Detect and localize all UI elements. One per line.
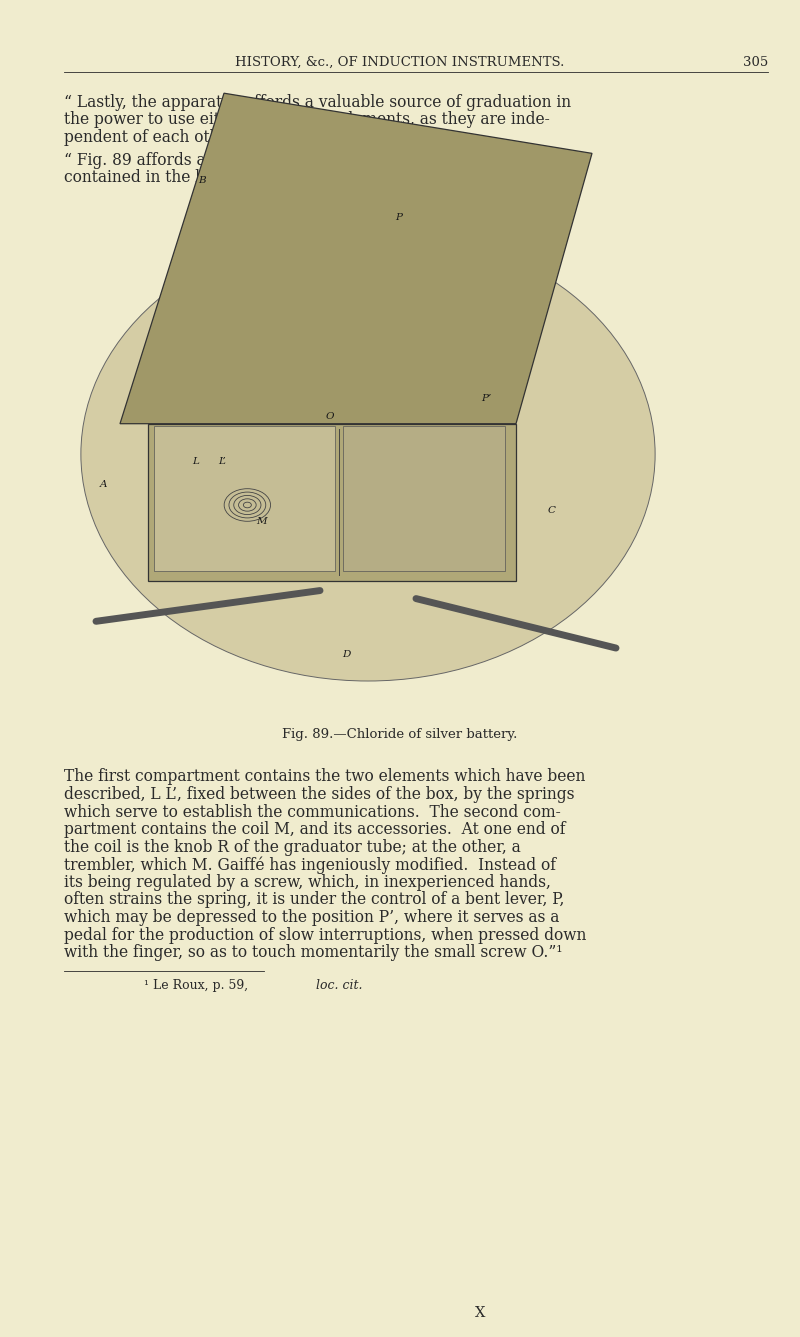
Text: “ Fig. 89 affords a general view of the apparatus; it is entirely: “ Fig. 89 affords a general view of the … [64, 151, 548, 168]
Text: X: X [475, 1306, 485, 1320]
Text: the power to use either one or two elements, as they are inde-: the power to use either one or two eleme… [64, 111, 550, 128]
Text: loc. cit.: loc. cit. [316, 980, 362, 992]
Text: L’: L’ [218, 457, 226, 467]
Text: pendent of each other.: pendent of each other. [64, 128, 239, 146]
Text: its being regulated by a screw, which, in inexperienced hands,: its being regulated by a screw, which, i… [64, 874, 551, 890]
Text: which serve to establish the communications.  The second com-: which serve to establish the communicati… [64, 804, 561, 821]
Text: P’: P’ [482, 394, 491, 402]
Text: trembler, which M. Gaiffé has ingeniously modified.  Instead of: trembler, which M. Gaiffé has ingeniousl… [64, 856, 556, 874]
Text: contained in the box A, B, C, D, which is divided into two parts.: contained in the box A, B, C, D, which i… [64, 170, 558, 186]
Text: D: D [342, 650, 351, 659]
Text: A: A [100, 480, 108, 489]
Text: M: M [257, 516, 267, 525]
Text: often strains the spring, it is under the control of a bent lever, P,: often strains the spring, it is under th… [64, 892, 564, 908]
Text: Fig. 89.—Chloride of silver battery.: Fig. 89.—Chloride of silver battery. [282, 729, 518, 741]
FancyBboxPatch shape [154, 425, 334, 571]
Text: the coil is the knob R of the graduator tube; at the other, a: the coil is the knob R of the graduator … [64, 838, 521, 856]
Ellipse shape [81, 227, 655, 681]
Text: “ Lastly, the apparatus affords a valuable source of graduation in: “ Lastly, the apparatus affords a valuab… [64, 94, 571, 111]
Text: L: L [193, 457, 199, 467]
Text: partment contains the coil M, and its accessories.  At one end of: partment contains the coil M, and its ac… [64, 821, 566, 838]
Text: HISTORY, &c., OF INDUCTION INSTRUMENTS.: HISTORY, &c., OF INDUCTION INSTRUMENTS. [235, 56, 565, 70]
Text: The first compartment contains the two elements which have been: The first compartment contains the two e… [64, 769, 586, 785]
Text: C: C [548, 505, 556, 515]
Text: P: P [395, 213, 402, 222]
FancyBboxPatch shape [343, 425, 506, 571]
Text: pedal for the production of slow interruptions, when pressed down: pedal for the production of slow interru… [64, 927, 586, 944]
Text: which may be depressed to the position P’, where it serves as a: which may be depressed to the position P… [64, 909, 559, 927]
Text: ¹ Le Roux, p. 59,: ¹ Le Roux, p. 59, [144, 980, 252, 992]
Text: described, L L’, fixed between the sides of the box, by the springs: described, L L’, fixed between the sides… [64, 786, 574, 804]
Text: with the finger, so as to touch momentarily the small screw O.”¹: with the finger, so as to touch momentar… [64, 944, 562, 961]
Text: O: O [326, 412, 334, 421]
Text: 305: 305 [742, 56, 768, 70]
Text: B: B [198, 175, 206, 185]
Polygon shape [120, 94, 592, 424]
FancyBboxPatch shape [148, 424, 516, 582]
